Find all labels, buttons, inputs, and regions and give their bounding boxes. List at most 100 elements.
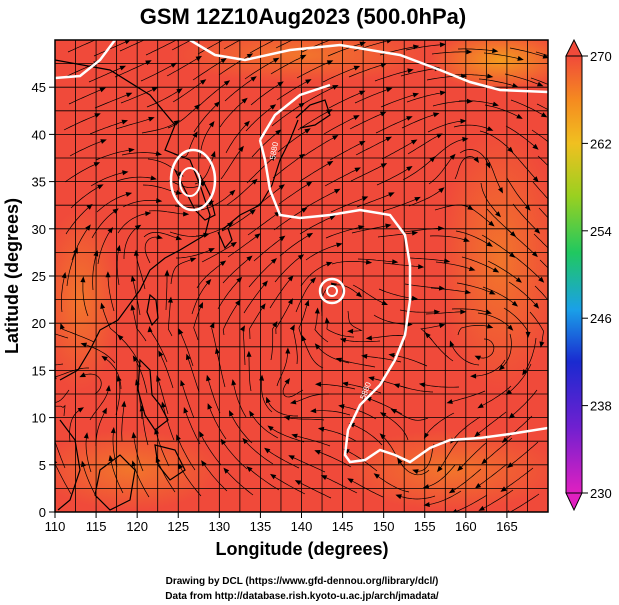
streamline [399, 309, 437, 313]
streamline [531, 129, 548, 143]
streamline-arrowhead [215, 347, 220, 354]
streamline [430, 287, 468, 293]
streamline-arrowhead [354, 167, 361, 173]
streamline [393, 410, 429, 421]
streamline [405, 44, 443, 51]
streamline-arrowhead [361, 353, 368, 359]
streamline [350, 479, 384, 498]
streamline [273, 475, 306, 495]
streamline-arrowhead [210, 150, 216, 158]
streamline [352, 424, 383, 446]
streamline-arrowhead [290, 399, 297, 405]
streamline-arrowhead [298, 153, 306, 160]
streamline [533, 233, 548, 249]
streamline-arrowhead [516, 113, 523, 119]
streamline [432, 100, 469, 107]
coastline-asia-mainland [55, 59, 211, 381]
streamline [427, 120, 463, 133]
streamline-arrowhead [334, 188, 341, 194]
warm-patch-east [440, 130, 548, 390]
contour-typhoon-inner [326, 285, 338, 297]
streamline-arrowhead [406, 166, 413, 172]
colorbar-top-arrow [565, 38, 583, 57]
streamline-arrowhead [266, 396, 271, 404]
streamline [433, 138, 465, 159]
streamline [141, 409, 149, 446]
streamline [91, 210, 116, 239]
streamline-arrowhead [134, 224, 142, 231]
streamline-arrowhead [507, 324, 514, 331]
coastline-kyushu [217, 227, 233, 250]
colorbar-bottom-arrow [565, 492, 583, 512]
coastline-taiwan [146, 293, 159, 327]
streamline [207, 378, 221, 414]
streamline-arrowhead [183, 407, 189, 414]
streamline [503, 467, 534, 490]
colorbar: 230 238 246 254 262 270 [565, 38, 612, 512]
streamline-arrowhead [100, 139, 107, 144]
x-tick-label: 140 [291, 519, 313, 534]
streamline-arrowhead [229, 189, 236, 196]
streamline-arrowhead [464, 289, 472, 295]
streamline [487, 260, 520, 281]
streamline [55, 404, 66, 417]
streamline [61, 326, 95, 343]
streamline [477, 463, 508, 487]
streamline [123, 226, 139, 259]
streamline-arrowhead [253, 30, 260, 35]
streamline-arrowhead [214, 101, 221, 108]
streamline [425, 311, 463, 315]
streamline [454, 494, 488, 512]
streamline-arrowhead [125, 92, 133, 98]
streamline-arrowhead [289, 324, 295, 331]
streamline-arrowhead [102, 407, 107, 415]
streamline [295, 279, 314, 313]
streamline [272, 155, 303, 179]
streamline-arrowhead [359, 140, 366, 146]
streamline-arrowhead [347, 328, 354, 334]
streamline [323, 116, 357, 135]
streamline-arrowhead [269, 104, 277, 110]
streamline-arrowhead [466, 98, 473, 104]
streamline-arrowhead [407, 68, 414, 74]
streamline-arrowhead [327, 160, 334, 166]
coastline-luzon [137, 358, 169, 431]
streamline [454, 156, 477, 180]
streamline [511, 389, 538, 417]
streamline [426, 464, 456, 488]
warm-patch-northeast [430, 40, 548, 90]
streamline [348, 64, 384, 78]
streamline [55, 333, 69, 339]
streamline-arrowhead [231, 379, 237, 386]
streamline-arrowhead [532, 143, 539, 150]
streamline-arrowhead [477, 403, 484, 409]
gridlines [55, 40, 548, 512]
streamline [112, 430, 118, 468]
streamline-arrowhead [178, 328, 184, 335]
streamline-arrowhead [175, 190, 183, 195]
streamline-arrowhead [368, 376, 375, 382]
streamline-arrowhead [486, 126, 494, 131]
streamline-arrowhead [158, 350, 164, 357]
streamline [317, 346, 350, 364]
streamline [314, 410, 351, 416]
streamline [539, 259, 548, 269]
streamline [115, 118, 152, 130]
streamline [271, 104, 302, 127]
streamline-arrowhead [486, 323, 494, 329]
streamline-arrowhead [365, 259, 373, 265]
streamline-arrowhead [386, 87, 393, 93]
streamline-arrowhead [492, 101, 499, 107]
streamline [455, 230, 490, 245]
streamline [89, 121, 125, 135]
streamline [352, 284, 385, 304]
streamline-arrowhead [474, 483, 482, 489]
streamline [165, 273, 168, 311]
streamline [225, 470, 254, 496]
streamline-arrowhead [555, 311, 560, 317]
streamline [171, 40, 193, 51]
streamline-arrowhead [393, 383, 400, 389]
colorbar-tick-label: 262 [590, 136, 612, 151]
streamline [187, 357, 200, 393]
streamline [66, 250, 77, 287]
